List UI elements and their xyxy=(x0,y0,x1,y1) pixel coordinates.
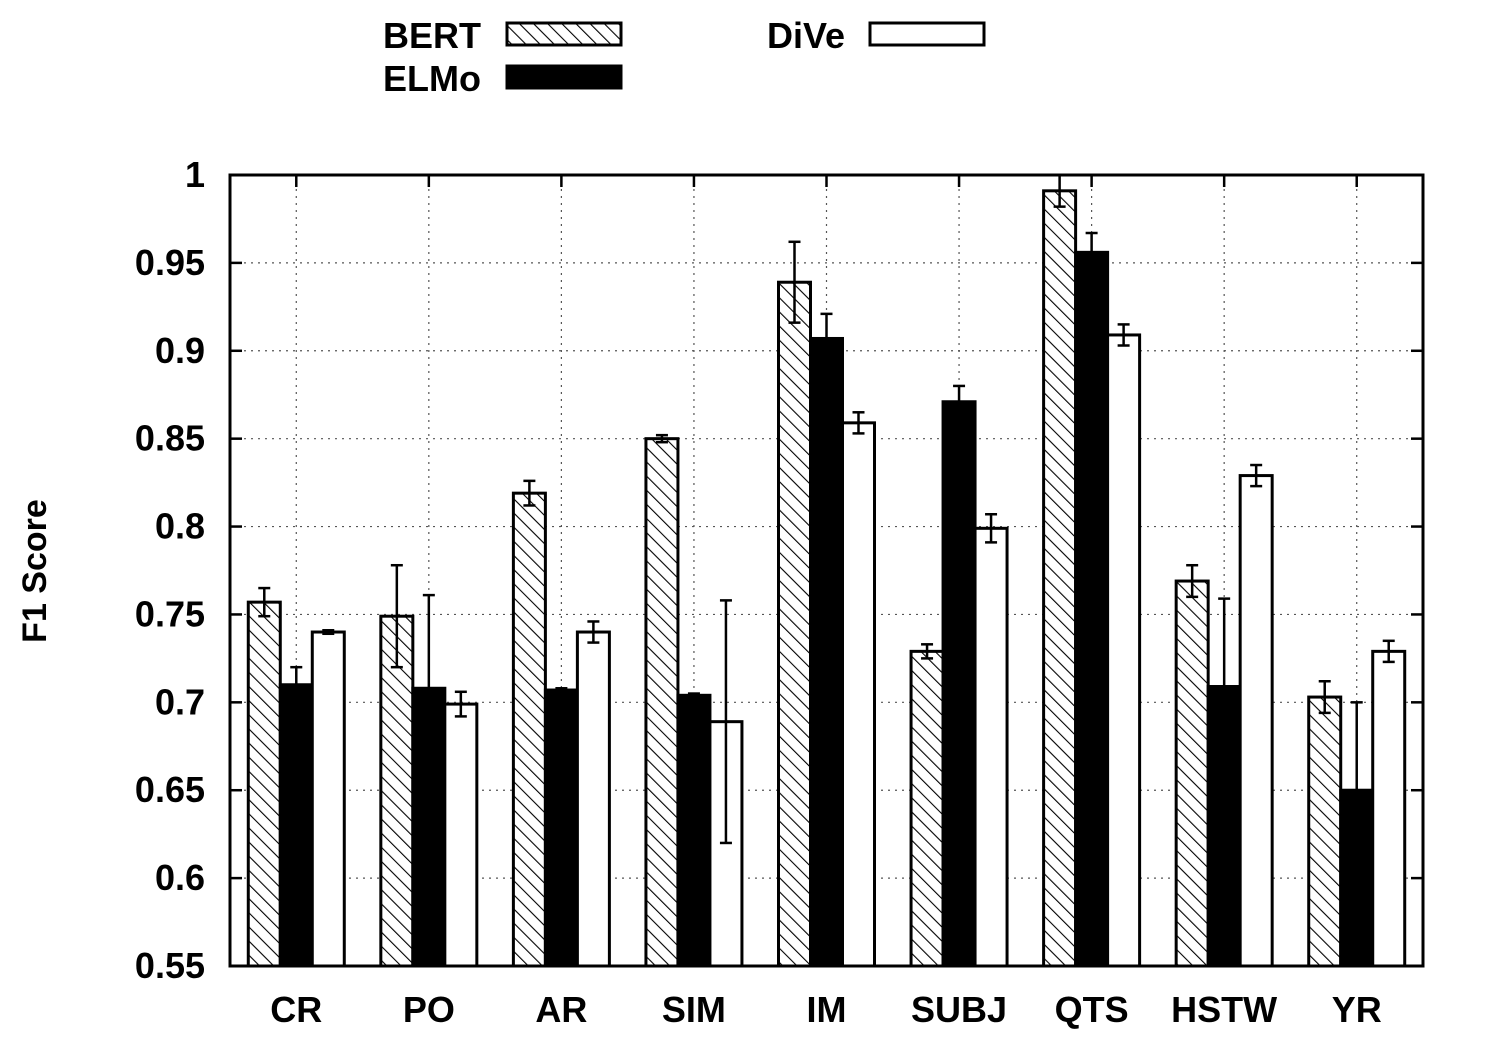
bar-elmo-subj xyxy=(941,400,977,968)
error-bar-dive-im xyxy=(852,411,865,435)
bar-elmo-ar xyxy=(543,688,579,968)
x-tick-label: SUBJ xyxy=(911,989,1007,1030)
bar-bert-subj xyxy=(909,649,945,968)
bar-bert-yr xyxy=(1307,695,1343,968)
bar-bert-sim xyxy=(644,437,680,968)
x-tick-label: AR xyxy=(535,989,587,1030)
x-tick-label: HSTW xyxy=(1171,989,1277,1030)
y-tick-label: 0.6 xyxy=(155,857,205,898)
x-tick-label: QTS xyxy=(1055,989,1129,1030)
bar-dive-ar xyxy=(575,630,611,968)
y-tick-label: 0.8 xyxy=(155,506,205,547)
bar-dive-im xyxy=(841,421,876,968)
error-bar-elmo-yr xyxy=(1350,701,1363,880)
x-tick-label: SIM xyxy=(662,989,726,1030)
y-tick-label: 0.55 xyxy=(135,945,205,986)
bar-elmo-sim xyxy=(676,693,712,968)
bar-elmo-qts xyxy=(1074,250,1110,968)
error-bar-bert-yr xyxy=(1318,679,1331,715)
legend-label-bert: BERT xyxy=(383,15,481,56)
y-tick-label: 0.7 xyxy=(155,681,205,722)
error-bar-bert-po xyxy=(390,563,403,669)
y-tick-label: 0.9 xyxy=(155,330,205,371)
bar-bert-qts xyxy=(1042,189,1078,968)
error-bar-dive-qts xyxy=(1117,323,1130,347)
error-bar-bert-ar xyxy=(523,479,536,507)
error-bar-dive-cr xyxy=(322,629,335,636)
x-tick-label: IM xyxy=(807,989,847,1030)
x-tick-label: PO xyxy=(403,989,455,1030)
legend-label-elmo: ELMo xyxy=(383,58,481,99)
y-tick-label: 0.95 xyxy=(135,242,205,283)
bar-dive-subj xyxy=(973,526,1009,968)
error-bar-bert-sim xyxy=(655,433,668,444)
legend-swatch-dive xyxy=(868,21,986,47)
error-bar-elmo-hstw xyxy=(1218,597,1231,776)
legend-label-dive: DiVe xyxy=(767,15,845,56)
y-axis: 0.55 0.6 0.65 0.7 0.75 0.8 0.85 0.9 0.95 1 xyxy=(135,154,1423,986)
legend: BERT ELMo DiVe xyxy=(383,15,986,99)
legend-swatch-bert xyxy=(505,21,623,47)
error-bar-elmo-ar xyxy=(555,687,568,694)
bar-bert-ar xyxy=(511,491,547,968)
error-bar-bert-subj xyxy=(921,643,934,660)
error-bar-bert-im xyxy=(788,240,801,324)
x-tick-label: CR xyxy=(270,989,322,1030)
error-bar-dive-ar xyxy=(587,620,600,644)
bar-elmo-im xyxy=(809,336,844,968)
bar-bert-cr xyxy=(246,600,282,968)
y-tick-label: 0.75 xyxy=(135,593,205,634)
bar-elmo-cr xyxy=(278,683,314,968)
bar-bert-po xyxy=(379,614,415,968)
error-bar-dive-subj xyxy=(985,513,998,544)
error-bars xyxy=(258,173,1395,880)
error-bar-elmo-subj xyxy=(953,384,966,419)
legend-swatch-elmo xyxy=(505,64,623,90)
error-bar-elmo-cr xyxy=(290,665,303,704)
error-bar-dive-hstw xyxy=(1250,463,1263,488)
x-tick-label: YR xyxy=(1332,989,1382,1030)
bar-dive-yr xyxy=(1371,649,1407,968)
y-tick-label: 0.85 xyxy=(135,418,205,459)
error-bar-dive-yr xyxy=(1382,639,1395,664)
bar-dive-hstw xyxy=(1238,474,1274,968)
y-axis-label: F1 Score xyxy=(16,499,54,643)
error-bar-dive-sim xyxy=(719,599,732,845)
x-axis: CR PO AR SIM IM SUBJ QTS HSTW YR xyxy=(270,175,1382,1030)
bar-dive-qts xyxy=(1106,333,1142,968)
bar-bert-hstw xyxy=(1174,579,1210,968)
bars xyxy=(246,189,1407,968)
error-bar-bert-cr xyxy=(258,586,271,618)
error-bar-elmo-po xyxy=(422,593,435,783)
y-tick-label: 1 xyxy=(185,154,205,195)
bar-dive-po xyxy=(443,702,479,968)
error-bar-dive-po xyxy=(454,690,467,718)
bar-dive-cr xyxy=(310,630,346,968)
y-tick-label: 0.65 xyxy=(135,769,205,810)
error-bar-elmo-im xyxy=(820,312,833,365)
error-bar-elmo-qts xyxy=(1085,231,1098,273)
error-bar-bert-hstw xyxy=(1186,563,1199,599)
error-bar-elmo-sim xyxy=(687,692,700,699)
bar-bert-im xyxy=(777,280,812,968)
